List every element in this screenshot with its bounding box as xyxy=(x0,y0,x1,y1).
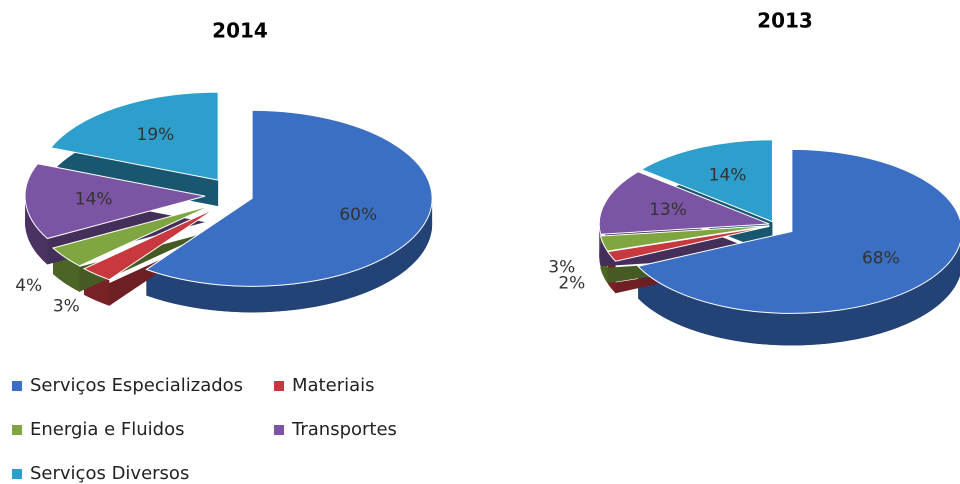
data-label: 68% xyxy=(862,249,900,269)
slice xyxy=(637,148,960,314)
chart-title: 2014 xyxy=(212,19,268,43)
data-label: 19% xyxy=(137,125,175,145)
legend-label: Transportes xyxy=(291,419,397,440)
slice xyxy=(145,109,433,287)
legend-label: Energia e Fluidos xyxy=(30,419,185,440)
legend-label: Serviços Especializados xyxy=(30,375,243,396)
legend-label: Serviços Diversos xyxy=(30,463,189,484)
legend-swatch xyxy=(274,381,284,391)
slice xyxy=(49,91,219,181)
slice xyxy=(598,171,770,235)
chart-title: 2013 xyxy=(757,9,813,33)
data-label: 3% xyxy=(53,297,80,317)
data-label: 14% xyxy=(75,190,113,210)
data-label: 3% xyxy=(548,257,575,277)
slice-side xyxy=(638,243,960,346)
data-label: 14% xyxy=(709,166,747,186)
slice xyxy=(51,205,211,267)
slice xyxy=(599,225,770,252)
legend-swatch xyxy=(12,425,22,435)
data-label: 60% xyxy=(339,205,377,225)
slice xyxy=(640,139,773,223)
data-label: 2% xyxy=(558,273,585,293)
legend-swatch xyxy=(12,381,22,391)
legend-label: Materiais xyxy=(292,375,375,396)
slice-side xyxy=(146,198,433,313)
legend-swatch xyxy=(274,425,284,435)
data-label: 4% xyxy=(15,276,42,296)
slice xyxy=(24,163,206,240)
data-label: 13% xyxy=(649,200,687,220)
slice xyxy=(606,225,770,262)
slice xyxy=(82,208,216,281)
legend-swatch xyxy=(12,469,22,479)
slice-side xyxy=(25,196,48,265)
